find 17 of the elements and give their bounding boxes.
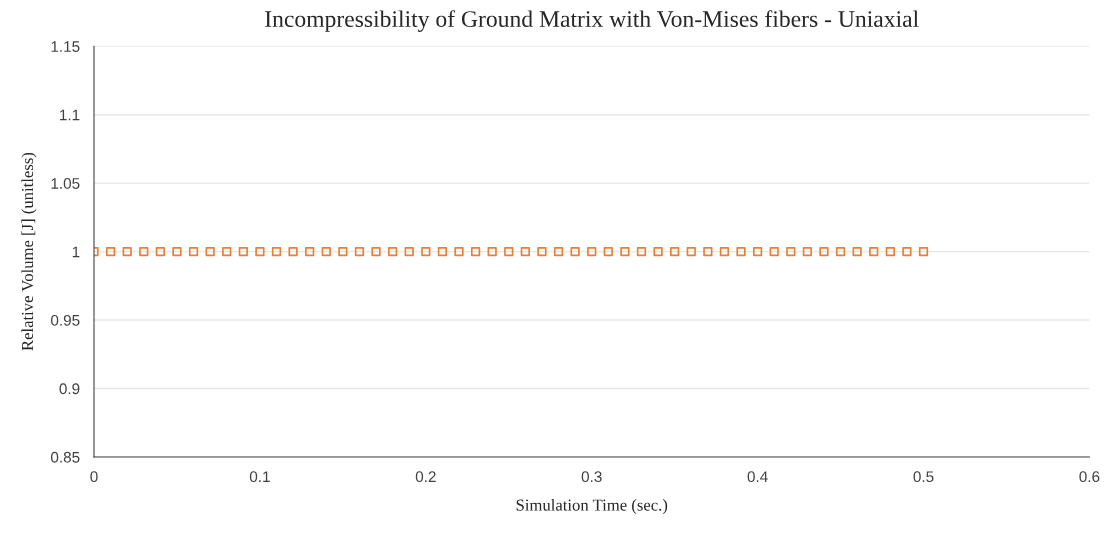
y-tick-label: 1.15 [51, 41, 80, 52]
y-tick-label: 0.95 [50, 314, 80, 326]
x-tick-label: 0.6 [1079, 471, 1100, 483]
x-tick-label: 0.3 [581, 471, 602, 483]
y-axis-title: Relative Volume [J] (unitless) [21, 152, 37, 351]
x-tick-label: 0.5 [913, 471, 934, 483]
y-tick-label: 0.9 [59, 383, 80, 395]
y-tick-label: 1.1 [60, 109, 80, 121]
x-tick-label: 0 [90, 471, 98, 483]
y-tick-label: 0.85 [50, 451, 80, 463]
x-tick-label: 0.4 [747, 471, 768, 483]
x-tick-label: 0.2 [415, 471, 436, 483]
x-tick-label: 0.1 [249, 471, 270, 483]
chart-title: Incompressibility of Ground Matrix with Von-Mises fibers - Uniaxial [265, 10, 919, 32]
x-axis-title: Simulation Time (sec.) [516, 498, 668, 515]
y-tick-label: 1 [72, 246, 80, 258]
y-tick-label: 1.05 [51, 178, 80, 189]
